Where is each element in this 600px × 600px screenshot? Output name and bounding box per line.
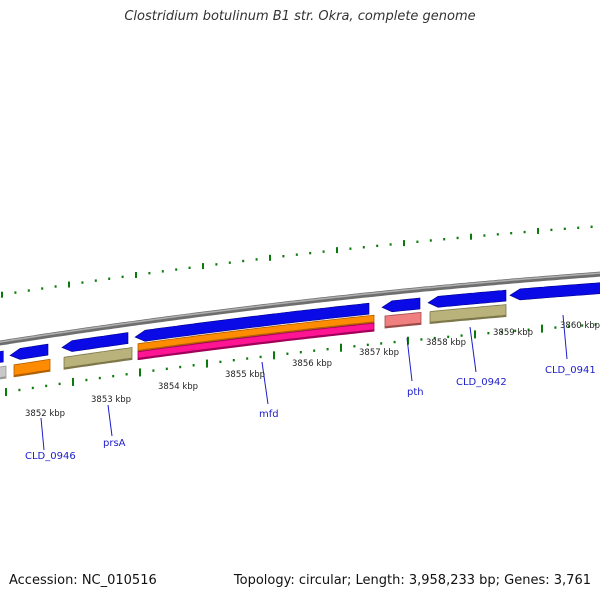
feature-bar-grey[interactable] <box>0 365 7 381</box>
scale-label-3857: 3857 kbp <box>359 348 399 358</box>
gene-label-pth[interactable]: pth <box>407 387 424 398</box>
feature-bar-orange-shade <box>137 321 375 352</box>
cds-arrow[interactable] <box>0 350 4 363</box>
feature-bar-olive-shade <box>429 314 507 324</box>
cds-arrow[interactable] <box>381 297 421 313</box>
gene-leader-line <box>40 417 45 451</box>
feature-bar-olive-shade <box>63 357 133 370</box>
scale-label-3853: 3853 kbp <box>91 395 131 405</box>
map-title: Clostridium botulinum B1 str. Okra, comp… <box>124 9 476 24</box>
outer-tick-ring <box>1 225 593 298</box>
feature-bar-salmon-shade <box>384 322 422 328</box>
scale-label-3854: 3854 kbp <box>158 382 198 392</box>
inner-tick-ring <box>5 323 597 397</box>
backbone-highlight <box>0 272 600 343</box>
scale-label-3858: 3858 kbp <box>426 338 466 348</box>
cds-arrow[interactable] <box>427 289 507 308</box>
gene-label-CLD_0946[interactable]: CLD_0946 <box>25 451 76 462</box>
scale-label-3859: 3859 kbp <box>493 328 533 338</box>
gene-leader-line <box>107 404 113 437</box>
gene-leader-line <box>562 314 568 360</box>
genome-backbone <box>0 271 600 346</box>
gene-callouts: CLD_0946 prsA mfd pth CLD_0942 CLD_0941 <box>25 314 596 462</box>
scale-labels: 3852 kbp 3853 kbp 3854 kbp 3855 kbp 3856… <box>25 321 600 419</box>
gene-leader-line <box>406 337 413 382</box>
scale-label-3855: 3855 kbp <box>225 370 265 380</box>
gene-leader-line <box>261 361 269 405</box>
accession-text: Accession: NC_010516 <box>9 573 157 588</box>
feature-bar-grey-shade <box>0 376 7 379</box>
gene-label-prsA[interactable]: prsA <box>103 438 126 449</box>
feature-bar-olive[interactable] <box>429 304 507 325</box>
feature-tracks <box>0 282 600 381</box>
gene-label-CLD_0942[interactable]: CLD_0942 <box>456 377 507 388</box>
feature-bar-orange[interactable] <box>13 358 51 378</box>
cds-arrow[interactable] <box>134 302 370 342</box>
scale-label-3860: 3860 kbp <box>560 321 600 331</box>
scale-label-3856: 3856 kbp <box>292 359 332 369</box>
scale-label-3852: 3852 kbp <box>25 409 65 419</box>
gene-label-mfd[interactable]: mfd <box>259 409 279 420</box>
gene-leader-line <box>469 326 477 373</box>
feature-bar-orange-shade <box>13 369 51 377</box>
cds-arrow[interactable] <box>61 332 129 352</box>
feature-bar-olive[interactable] <box>63 347 133 370</box>
backbone-line <box>0 271 600 346</box>
gene-label-CLD_0941[interactable]: CLD_0941 <box>545 365 596 376</box>
cds-arrow[interactable] <box>9 343 49 360</box>
genome-summary-text: Topology: circular; Length: 3,958,233 bp… <box>233 573 591 588</box>
feature-bar-pink-shade <box>137 329 375 360</box>
cds-arrow[interactable] <box>509 282 600 301</box>
